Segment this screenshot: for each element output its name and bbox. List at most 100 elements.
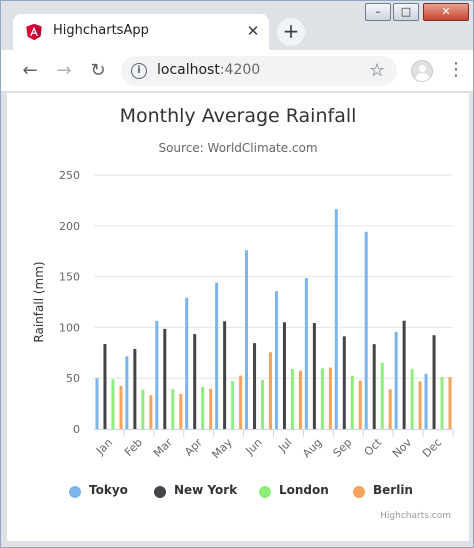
x-tick-label: Jul <box>275 436 294 455</box>
legend-marker <box>259 486 271 498</box>
minimize-button[interactable]: – <box>365 3 391 21</box>
bar-tokyo-jun <box>245 250 249 429</box>
avatar-body <box>415 73 430 81</box>
bar-tokyo-mar <box>155 320 159 429</box>
new-tab-button[interactable]: + <box>277 18 305 46</box>
bar-berlin-mar <box>179 393 183 429</box>
forward-button[interactable]: → <box>56 60 72 81</box>
bookmark-star-icon[interactable]: ☆ <box>369 60 386 81</box>
y-tick-label: 100 <box>59 321 80 334</box>
x-tick-label: Feb <box>122 436 145 459</box>
bar-london-jan <box>111 379 115 429</box>
x-tick-label: Jan <box>93 436 115 458</box>
bar-tokyo-apr <box>185 297 189 429</box>
close-icon: ✕ <box>441 5 451 18</box>
bar-berlin-nov <box>418 381 422 429</box>
chart-plot: 0 50 100 150 200 250 Rainfall (mm) Jan Feb Mar Apr… <box>32 169 454 462</box>
legend-label: London <box>279 483 329 497</box>
bar-berlin-feb <box>149 395 153 429</box>
bar-tokyo-sep <box>334 209 338 429</box>
bar-london-oct <box>380 362 384 429</box>
profile-avatar[interactable] <box>411 60 433 82</box>
chart-credits[interactable]: Highcharts.com <box>380 511 451 521</box>
chart-legend: Tokyo New York London Berlin <box>7 483 469 505</box>
bar-london-dec <box>440 376 444 429</box>
url-port: :4200 <box>219 62 261 78</box>
bar-tokyo-dec <box>424 373 428 429</box>
address-bar[interactable]: i localhost:4200 ☆ <box>121 56 397 86</box>
close-window-button[interactable]: ✕ <box>423 3 469 21</box>
y-tick-label: 200 <box>59 220 80 233</box>
y-tick-label: 0 <box>73 423 80 436</box>
bar-tokyo-jan <box>95 378 99 429</box>
reload-button[interactable]: ↻ <box>90 60 106 81</box>
legend-marker <box>353 486 365 498</box>
bar-berlin-jan <box>119 385 123 429</box>
bar-tokyo-feb <box>125 356 129 429</box>
x-tick-label: Apr <box>182 436 205 459</box>
bar-new-york-aug <box>312 323 316 429</box>
bar-london-jun <box>261 379 265 429</box>
bar-london-may <box>231 381 235 429</box>
bar-new-york-oct <box>372 344 376 429</box>
bar-tokyo-may <box>215 282 219 429</box>
menu-icon[interactable]: ⋮ <box>447 59 465 80</box>
x-tick-label: May <box>209 436 235 462</box>
bar-new-york-may <box>223 321 227 429</box>
bar-tokyo-oct <box>364 231 368 429</box>
x-tick-label: Jun <box>243 436 265 458</box>
bar-new-york-jun <box>253 343 257 429</box>
legend-label: New York <box>174 483 238 497</box>
bar-tokyo-jul <box>274 291 278 429</box>
bar-berlin-jul <box>298 370 302 429</box>
y-tick-label: 150 <box>59 271 80 284</box>
bar-berlin-apr <box>209 388 213 429</box>
y-tick-label: 250 <box>59 169 80 182</box>
tab-strip: HighchartsApp ✕ + – □ ✕ <box>1 1 473 50</box>
x-tick-label: Sep <box>331 436 355 460</box>
y-tick-label: 50 <box>66 372 80 385</box>
maximize-icon: □ <box>400 5 412 18</box>
legend-label: Berlin <box>373 483 413 497</box>
x-tick-label: Oct <box>362 435 385 458</box>
bar-london-jul <box>290 369 294 429</box>
url-text[interactable]: localhost:4200 <box>157 62 260 78</box>
bar-new-york-apr <box>193 334 197 429</box>
chart-subtitle: Source: WorldClimate.com <box>158 141 318 155</box>
bar-london-sep <box>350 375 354 429</box>
bar-berlin-aug <box>328 367 332 429</box>
legend-marker <box>69 486 81 498</box>
bar-new-york-jul <box>282 322 286 429</box>
avatar-head <box>419 65 426 72</box>
page-content: Monthly Average Rainfall Source: WorldCl… <box>7 93 469 541</box>
bar-new-york-jan <box>103 344 107 429</box>
bar-london-mar <box>171 389 175 429</box>
y-axis-title: Rainfall (mm) <box>32 261 46 342</box>
bar-new-york-sep <box>342 336 346 429</box>
minimize-icon: – <box>375 5 381 18</box>
bar-london-nov <box>410 368 414 429</box>
info-icon[interactable]: i <box>131 63 147 79</box>
bar-berlin-jun <box>269 352 273 429</box>
bar-london-feb <box>141 389 145 429</box>
bar-berlin-oct <box>388 389 392 429</box>
tab-title: HighchartsApp <box>53 23 149 38</box>
legend-label: Tokyo <box>89 483 128 497</box>
bar-tokyo-aug <box>304 278 308 429</box>
x-tick-label: Nov <box>390 436 415 461</box>
back-button[interactable]: ← <box>22 60 38 81</box>
legend-marker <box>154 486 166 498</box>
bar-london-apr <box>201 386 205 429</box>
url-host: localhost <box>157 62 220 78</box>
angular-icon <box>26 23 42 41</box>
tab-highchartsapp[interactable]: HighchartsApp ✕ <box>13 14 269 50</box>
maximize-button[interactable]: □ <box>393 3 419 21</box>
tab-close-icon[interactable]: ✕ <box>246 22 260 40</box>
bar-london-aug <box>320 368 324 429</box>
x-tick-label: Mar <box>151 436 175 460</box>
browser-toolbar: ← → ↻ i localhost:4200 ☆ ⋮ <box>1 50 473 92</box>
bar-berlin-sep <box>358 380 362 429</box>
bar-new-york-mar <box>163 328 167 429</box>
bar-new-york-nov <box>402 320 406 429</box>
